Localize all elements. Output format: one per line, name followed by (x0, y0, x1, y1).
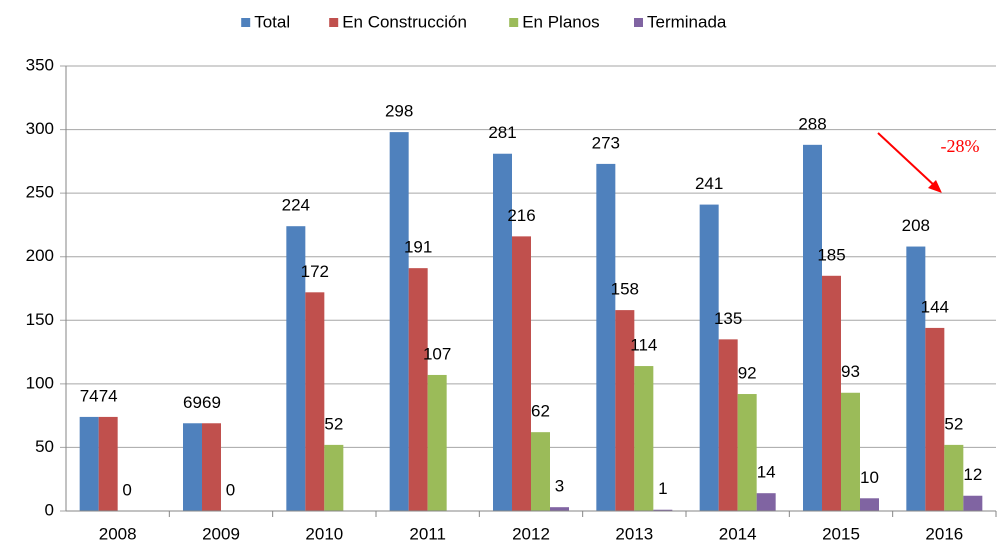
bar (963, 495, 983, 511)
data-label: 92 (738, 364, 757, 383)
bar (408, 268, 428, 511)
y-tick-label: 0 (45, 500, 54, 519)
legend-label: En Construcción (342, 12, 467, 31)
y-tick-label: 50 (35, 437, 54, 456)
bar (906, 246, 926, 512)
bar (202, 423, 221, 511)
data-label: 69 (202, 393, 221, 412)
data-label: 185 (817, 245, 845, 264)
data-label: 107 (423, 344, 451, 363)
bar (286, 226, 306, 511)
data-label: 69 (183, 393, 202, 412)
bar (615, 310, 635, 511)
x-tick-label: 2012 (512, 524, 550, 543)
legend-label: Total (254, 12, 290, 31)
annotation-arrow (877, 132, 937, 188)
data-label: 298 (385, 102, 413, 121)
data-label: 62 (531, 402, 550, 421)
bar (944, 444, 964, 511)
data-label: 135 (714, 309, 742, 328)
bar (596, 163, 616, 511)
bar (653, 509, 673, 511)
bar (79, 416, 99, 511)
bar (550, 507, 569, 511)
data-label: 158 (611, 280, 639, 299)
data-label: 288 (798, 114, 826, 133)
bar (841, 392, 860, 511)
data-label: 74 (80, 386, 99, 405)
x-tick-label: 2015 (822, 524, 860, 543)
y-tick-label: 350 (26, 55, 54, 74)
bar (183, 423, 202, 511)
data-label: 273 (592, 133, 620, 152)
x-tick-label: 2016 (925, 524, 963, 543)
bar (493, 153, 512, 511)
data-label: 144 (921, 297, 949, 316)
annotation: -28% (941, 136, 980, 156)
data-label: 208 (902, 216, 930, 235)
legend-label: Terminada (647, 12, 727, 31)
bar (512, 236, 531, 511)
data-label: 241 (695, 174, 723, 193)
x-tick-label: 2014 (719, 524, 757, 543)
bar (98, 416, 118, 511)
data-label: 52 (944, 414, 963, 433)
x-tick-label: 2011 (409, 524, 446, 543)
data-label: 114 (630, 336, 657, 355)
data-label: 3 (555, 477, 564, 496)
data-label: 1 (658, 479, 667, 498)
data-label: 12 (963, 465, 982, 484)
data-label: 216 (507, 206, 535, 225)
bar (305, 292, 325, 511)
data-label: 14 (757, 463, 776, 482)
annotation-arrowhead (928, 180, 942, 193)
bar (699, 204, 719, 512)
data-label: 224 (282, 196, 310, 215)
y-tick-label: 150 (26, 310, 54, 329)
bar (324, 444, 344, 511)
x-tick-label: 2010 (305, 524, 343, 543)
legend: Total En Construcción En Planos Terminada (241, 12, 727, 31)
bar (718, 339, 738, 511)
bar (822, 275, 841, 511)
bar (860, 498, 879, 511)
x-tick-label: 2013 (615, 524, 653, 543)
data-label: 172 (301, 262, 329, 281)
data-label: 191 (404, 238, 432, 257)
bar (737, 394, 757, 511)
data-label: 0 (226, 480, 235, 499)
x-tick-label: 2009 (202, 524, 240, 543)
legend-swatch (329, 18, 339, 27)
data-label: 93 (841, 362, 860, 381)
bar (803, 144, 822, 512)
legend-swatch (634, 18, 643, 27)
bar (925, 327, 945, 511)
bar (389, 132, 409, 511)
y-tick-label: 250 (26, 183, 54, 202)
legend-label: En Planos (522, 12, 600, 31)
data-label: 10 (860, 468, 879, 487)
y-tick-label: 300 (26, 119, 54, 138)
data-label: 281 (488, 123, 516, 142)
x-tick-label: 2008 (99, 524, 137, 543)
data-label: 52 (324, 414, 343, 433)
data-label: 74 (99, 386, 118, 405)
y-tick-label: 200 (26, 246, 54, 265)
bar (531, 432, 550, 511)
bar (634, 366, 654, 511)
legend-swatch (509, 18, 519, 27)
bar (756, 493, 776, 511)
legend-swatch (241, 18, 251, 27)
y-tick-label: 100 (26, 373, 54, 392)
bar (427, 374, 447, 511)
data-label: 0 (122, 480, 131, 499)
